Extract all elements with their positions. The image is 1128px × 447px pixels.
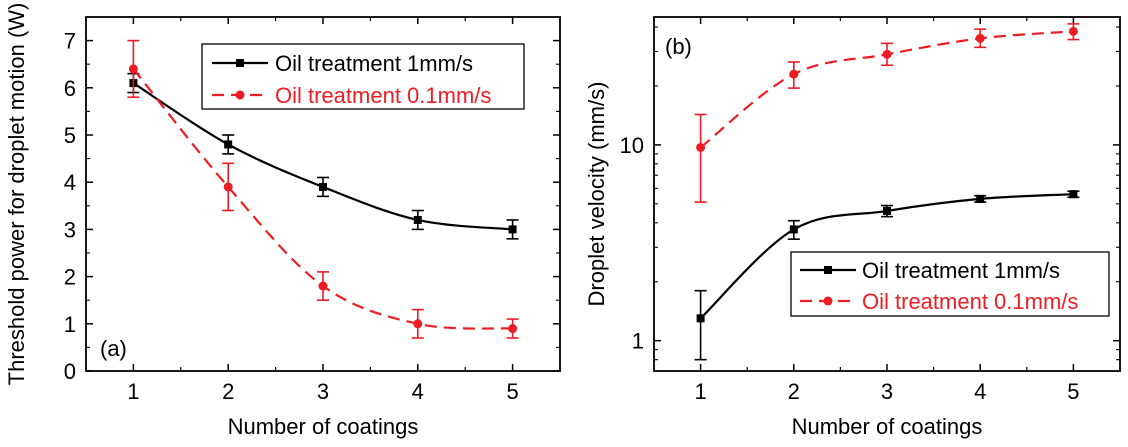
y-tick-label: 10 (620, 133, 644, 158)
x-tick-label: 5 (1067, 379, 1079, 404)
data-point-square (508, 225, 517, 234)
data-point-circle (882, 49, 892, 59)
data-point-circle (508, 324, 518, 334)
legend-label: Oil treatment 0.1mm/s (862, 289, 1078, 314)
data-point-square (224, 140, 233, 149)
x-tick-label: 1 (694, 379, 706, 404)
legend-label: Oil treatment 0.1mm/s (275, 83, 491, 108)
x-tick-label: 1 (127, 379, 139, 404)
legend: Oil treatment 1mm/s Oil treatment 0.1mm/s (790, 251, 1110, 317)
panel-label: (b) (665, 34, 692, 59)
y-axis-title: Threshold power for droplet motion (W) (4, 3, 29, 386)
y-tick-label: 3 (64, 217, 76, 242)
legend-marker-circle (235, 90, 245, 100)
plot-frame (653, 16, 1121, 372)
data-point-square (1069, 190, 1078, 199)
data-point-square (883, 206, 891, 215)
data-point-circle (975, 33, 985, 43)
legend-marker-circle (823, 296, 833, 306)
x-tick-label: 4 (974, 379, 986, 404)
series-solid-black (694, 190, 1080, 361)
panel-label: (a) (100, 336, 127, 361)
x-axis-title: Number of coatings (228, 414, 419, 439)
data-point-circle (318, 281, 328, 291)
data-point-square (413, 215, 422, 224)
x-tick-label: 3 (881, 379, 893, 404)
y-tick-label: 2 (64, 265, 76, 290)
legend-marker-square (236, 59, 244, 67)
y-tick-label: 5 (64, 123, 76, 148)
y-tick-label: 0 (64, 359, 76, 384)
y-axis-title: Droplet velocity (mm/s) (584, 82, 609, 307)
series-line (132, 68, 513, 330)
x-tick-label: 2 (788, 379, 800, 404)
data-point-square (789, 225, 798, 234)
legend-label: Oil treatment 1mm/s (862, 258, 1060, 283)
series-dashed-red (127, 39, 519, 339)
y-tick-label: 4 (64, 170, 76, 195)
legend: Oil treatment 1mm/s Oil treatment 0.1mm/s (201, 43, 525, 110)
y-tick-label: 6 (64, 76, 76, 101)
x-tick-label: 2 (222, 379, 234, 404)
x-tick-label: 4 (412, 379, 424, 404)
x-tick-label: 5 (506, 379, 518, 404)
data-point-circle (696, 142, 706, 152)
chart-panel-a: 1 2 3 4 5 0 1 2 3 4 5 6 7 Number of coatings Threshold… (4, 3, 561, 439)
legend-box (790, 251, 1110, 317)
y-tick-label: 7 (64, 29, 76, 54)
series-solid-black (127, 72, 519, 240)
data-point-circle (789, 69, 799, 79)
x-tick-label: 3 (317, 379, 329, 404)
data-point-square (696, 314, 705, 323)
legend-box (201, 43, 525, 110)
data-point-circle (128, 64, 138, 74)
data-point-square (976, 194, 985, 203)
y-tick-label: 1 (64, 312, 76, 337)
data-point-circle (223, 182, 233, 192)
data-point-circle (1068, 26, 1078, 36)
chart-panel-b: 1 2 3 4 5 1 10 Number of coatings Droplet veloci… (584, 16, 1121, 439)
data-point-square (319, 182, 327, 191)
legend-marker-square (824, 266, 832, 274)
data-point-circle (413, 319, 423, 329)
x-axis-title: Number of coatings (792, 414, 983, 439)
y-tick-label: 1 (632, 329, 644, 354)
legend-label: Oil treatment 1mm/s (275, 51, 473, 76)
series-dashed-red (694, 23, 1080, 203)
